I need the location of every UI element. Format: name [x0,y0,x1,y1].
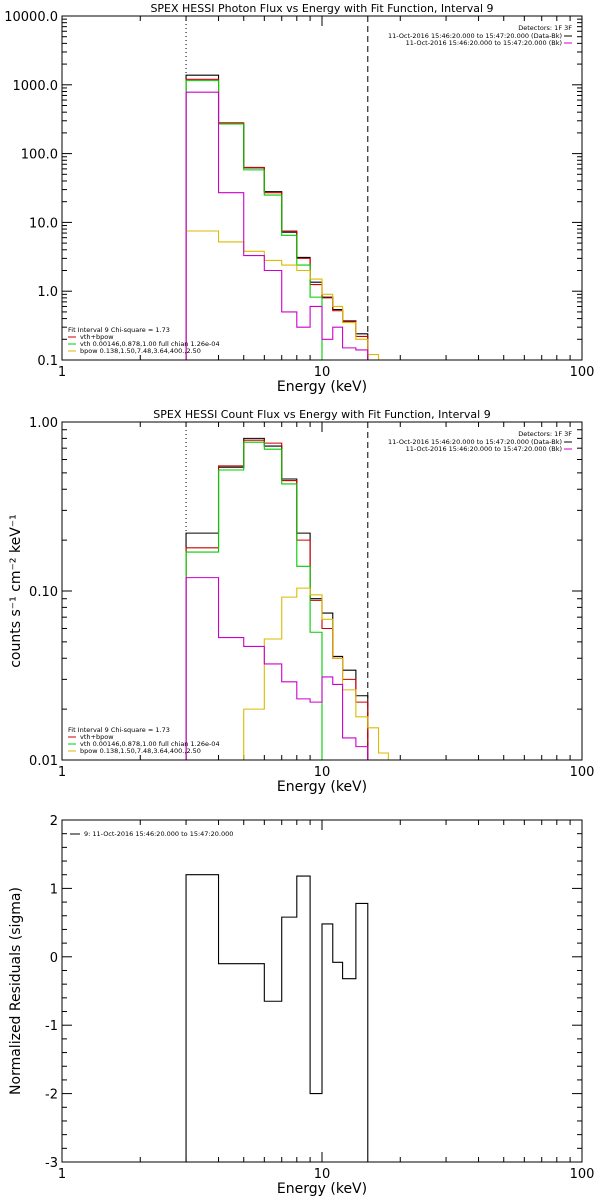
fit-legend-text: vth 0.00146,0.878,1.00 full chian 1.26e-… [80,340,220,348]
legend-header: Detectors: 1F 3F [518,430,572,438]
y-tick-label: -2 [45,1088,58,1103]
series-vth [185,441,323,760]
fit-legend-header: Fit Interval 9 Chi-square = 1.73 [68,326,170,334]
y-axis-label: counts s⁻¹ cm⁻² keV⁻¹ [8,514,24,668]
x-axis-label: Energy (keV) [277,379,367,395]
x-tick-label: 1 [58,765,66,780]
y-axis-label: Normalized Residuals (sigma) [8,887,24,1095]
x-tick-label: 10 [314,1167,331,1182]
fit-legend-header: Fit Interval 9 Chi-square = 1.73 [68,726,170,734]
series-group [185,74,380,360]
y-tick-label: 10000.0 [4,10,58,25]
x-tick-label: 1 [58,365,66,380]
plot-frame [61,819,583,1163]
y-tick-label: 2 [50,814,58,829]
plot-frame [61,421,583,761]
y-tick-label: 0.10 [29,585,58,600]
fit-legend-text: vth 0.00146,0.878,1.00 full chian 1.26e-… [80,740,220,748]
legend-entry-text: 11-Oct-2016 15:46:20.000 to 15:47:20.000… [388,32,562,40]
series-bpow [218,587,389,760]
x-tick-label: 10 [314,765,331,780]
x-tick-label: 100 [570,365,595,380]
x-tick-label: 100 [570,765,595,780]
fit-legend-text: bpow 0.138,1.50,7.48,3.64,400.,2.50 [80,747,201,755]
y-tick-label: 10.0 [29,216,58,231]
legend-entry-text: 11-Oct-2016 15:46:20.000 to 15:47:20.000… [406,39,562,47]
fit-legend-text: vth+bpow [80,333,114,341]
y-tick-label: -1 [45,1019,58,1034]
x-tick-label: 10 [314,365,331,380]
y-tick-label: -3 [45,1156,58,1171]
y-tick-label: 0 [50,951,58,966]
legend-entry-text: 9: 11-Oct-2016 15:46:20.000 to 15:47:20.… [84,830,233,838]
fit-legend-text: vth+bpow [80,733,114,741]
fit-legend-text: bpow 0.138,1.50,7.48,3.64,400.,2.50 [80,347,201,355]
y-tick-label: 1 [50,882,58,897]
legend-entry-text: 11-Oct-2016 15:46:20.000 to 15:47:20.000… [406,445,562,453]
series-total [185,439,369,760]
panel-2: SPEX HESSI Count Flux vs Energy with Fit… [8,408,594,795]
series-total [185,78,369,360]
panel-3: 1 10 100 -3 -2 -1 0 1 2 Energy (keV) Normalized Re… [8,814,594,1197]
y-tick-label: 1.0 [37,285,58,300]
series-bk [185,577,369,760]
chart-title: SPEX HESSI Photon Flux vs Energy with Fi… [150,2,493,15]
x-tick-label: 1 [58,1167,66,1182]
plot-frame [61,15,583,361]
x-tick-label: 100 [570,1167,595,1182]
panel-1: SPEX HESSI Photon Flux vs Energy with Fi… [4,2,594,395]
legend-entry-text: 11-Oct-2016 15:46:20.000 to 15:47:20.000… [388,438,562,446]
series-data [185,437,369,760]
series-residuals [185,874,369,1162]
y-tick-label: 0.01 [29,754,58,769]
y-tick-label: 1.00 [29,416,58,431]
series-group [185,874,369,1162]
y-tick-label: 1000.0 [13,79,59,94]
legend-header: Detectors: 1F 3F [518,24,572,32]
chart-title: SPEX HESSI Count Flux vs Energy with Fit… [153,408,490,421]
x-axis-label: Energy (keV) [277,1181,367,1197]
series-group [185,437,389,760]
x-axis-label: Energy (keV) [277,779,367,795]
y-tick-label: 100.0 [21,148,58,163]
series-bk [185,91,369,360]
y-tick-label: 0.1 [37,354,58,369]
